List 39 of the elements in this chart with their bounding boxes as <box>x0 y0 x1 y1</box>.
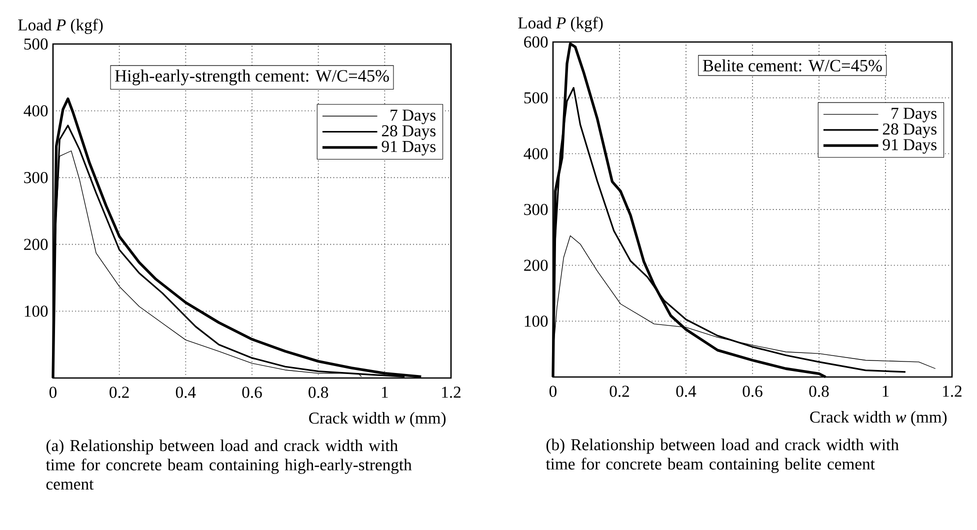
x-tick-label: 0 <box>49 386 57 398</box>
legend-label: 28 Days <box>882 123 937 138</box>
y-tick-label: 500 <box>24 38 48 50</box>
y-tick-label: 100 <box>24 306 48 317</box>
y-tick-label: 100 <box>524 316 548 327</box>
text: (a) Relationship between load and crack width with time for concrete beam containing high-early-strength cement <box>46 439 412 490</box>
y-axis-title: Load P (kgf) <box>18 18 103 34</box>
y-axis-title: Load P (kgf) <box>518 16 603 32</box>
x-tick-label: 1 <box>882 386 889 397</box>
y-tick-label: 500 <box>524 92 548 104</box>
legend-label: 91 Days <box>382 140 436 156</box>
y-tick-label: 400 <box>24 105 48 116</box>
x-tick-label: 0.2 <box>610 386 629 397</box>
x-tick-label: 1.2 <box>442 386 460 398</box>
y-tick-label: 600 <box>524 36 548 48</box>
y-tick-label: 200 <box>24 238 48 250</box>
y-tick-label: 300 <box>524 204 548 216</box>
x-tick-label: 0.8 <box>308 386 328 398</box>
x-tick-label: 0.4 <box>176 386 196 398</box>
y-tick-label: 300 <box>24 172 48 184</box>
text: (b) Relationship between load and crack width with time for concrete beam containing belite cement <box>546 438 899 474</box>
x-tick-label: 0.6 <box>242 386 262 398</box>
legend-label: 28 Days <box>382 125 436 140</box>
x-tick-label: 1.2 <box>943 386 962 397</box>
x-tick-label: 0.2 <box>110 386 129 398</box>
y-tick-label: 200 <box>524 260 548 271</box>
x-tick-label: 0 <box>549 386 557 397</box>
x-tick-label: 1 <box>382 386 388 398</box>
x-axis-title: Crack width w (mm) <box>810 411 947 426</box>
x-tick-label: 0.8 <box>809 386 829 397</box>
annotation: Belite cement: W/C=45% <box>702 59 882 72</box>
y-tick-label: 400 <box>524 148 548 160</box>
x-tick-label: 0.6 <box>742 386 762 397</box>
x-tick-label: 0.4 <box>676 386 696 397</box>
legend-label: 7 Days <box>892 108 937 122</box>
x-axis-title: Crack width w (mm) <box>309 412 446 428</box>
annotation: High-early-strength cement: W/C=45% <box>115 70 389 86</box>
legend-label: 7 Days <box>390 110 436 124</box>
legend-label: 91 Days <box>882 139 937 154</box>
